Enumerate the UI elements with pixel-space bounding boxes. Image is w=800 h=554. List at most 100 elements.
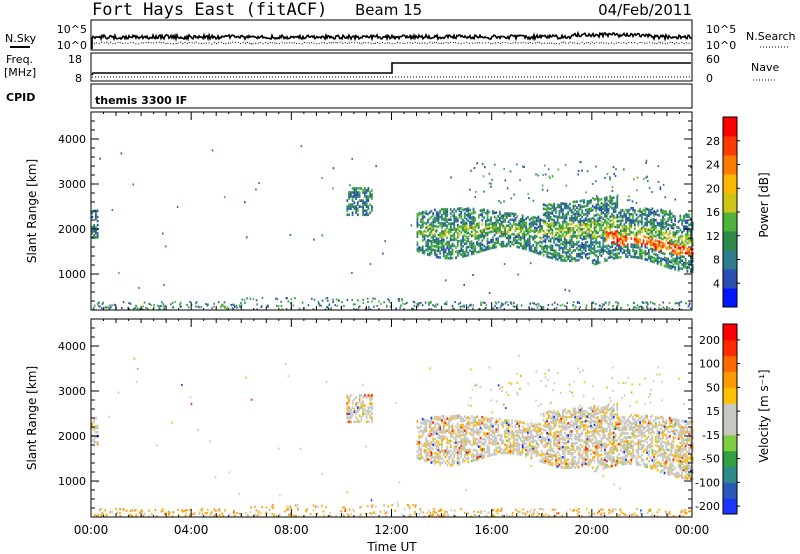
scatter-cell	[474, 217, 477, 220]
scatter-cell	[267, 305, 269, 308]
scatter-cell	[551, 244, 554, 248]
scatter-cell	[544, 437, 547, 440]
scatter-cell	[576, 236, 578, 240]
scatter-cell	[574, 450, 577, 453]
scatter-cell	[490, 222, 492, 226]
scatter-cell	[653, 246, 655, 250]
scatter-cell	[602, 249, 605, 253]
scatter-cell	[481, 442, 484, 445]
scatter-cell	[96, 233, 99, 237]
scatter-cell	[653, 214, 655, 217]
scatter-cell	[651, 217, 654, 221]
scatter-cell	[556, 243, 559, 247]
scatter-cell	[500, 214, 503, 218]
scatter-cell	[667, 265, 670, 269]
scatter-cell	[661, 209, 664, 212]
scatter-cell	[663, 222, 666, 225]
scatter-cell	[458, 428, 461, 432]
scatter-cell	[562, 423, 564, 427]
scatter-cell	[479, 452, 482, 456]
scatter-cell	[586, 232, 589, 236]
scatter-cell	[483, 449, 485, 453]
scatter-cell	[518, 422, 521, 426]
scatter-cell	[458, 450, 461, 454]
scatter-cell	[467, 426, 470, 430]
scatter-cell	[586, 210, 589, 213]
scatter-cell	[507, 425, 510, 428]
scatter-cell	[516, 430, 519, 433]
scatter-cell	[490, 220, 492, 224]
scatter-cell	[484, 424, 487, 428]
scatter-cell	[526, 451, 529, 454]
scatter-cell	[653, 459, 655, 463]
scatter-cell	[540, 227, 543, 230]
scatter-cell	[635, 213, 638, 217]
scatter-cell	[539, 439, 542, 443]
scatter-cell	[441, 431, 443, 434]
scatter-cell	[495, 420, 498, 423]
scatter-cell	[572, 413, 575, 417]
scatter-cell	[668, 302, 671, 305]
scatter-cell	[484, 441, 487, 444]
scatter-cell	[365, 197, 368, 200]
scatter-cell	[462, 423, 464, 427]
scatter-cell	[623, 212, 626, 216]
nsearch-tick-low: 10^0	[706, 39, 736, 52]
scatter-cell	[456, 440, 459, 444]
scatter-cell	[558, 414, 561, 418]
scatter-cell	[577, 300, 579, 303]
scatter-cell	[439, 211, 442, 215]
scatter-cell	[600, 224, 603, 227]
scatter-cell	[170, 303, 172, 306]
scatter-cell	[616, 256, 619, 260]
scatter-cell	[479, 418, 482, 422]
scatter-cell	[498, 448, 501, 451]
scatter-cell	[267, 304, 269, 307]
scatter-cell	[549, 211, 552, 215]
scatter-cell	[434, 218, 436, 222]
scatter-cell	[486, 444, 489, 448]
scatter-cell	[525, 229, 528, 233]
scatter-cell	[465, 240, 468, 243]
scatter-cell	[132, 307, 135, 310]
scatter-cell	[633, 235, 636, 239]
scatter-cell	[688, 260, 691, 263]
scatter-cell	[509, 443, 512, 447]
scatter-cell	[463, 220, 466, 223]
cpid-panel: CPID themis 3300 IF	[6, 83, 693, 109]
scatter-cell	[654, 253, 657, 256]
scatter-cell	[619, 231, 622, 235]
scatter-cell	[444, 234, 447, 238]
scatter-cell	[682, 245, 685, 249]
scatter-cell	[567, 212, 570, 216]
scatter-cell	[612, 403, 615, 406]
scatter-cell	[600, 197, 603, 201]
scatter-cell	[586, 220, 589, 224]
scatter-cell	[493, 227, 496, 231]
scatter-cell	[576, 441, 578, 445]
scatter-cell	[432, 304, 434, 307]
scatter-cell	[628, 233, 631, 236]
scatter-cell	[570, 462, 573, 466]
scatter-cell	[427, 212, 429, 216]
scatter-cell	[456, 463, 459, 466]
scatter-cell	[353, 189, 356, 192]
scatter-cell	[636, 176, 639, 179]
scatter-cell	[258, 182, 260, 185]
scatter-cell	[465, 250, 468, 253]
scatter-cell	[661, 219, 664, 223]
scatter-cell	[581, 231, 584, 235]
scatter-cell	[577, 447, 580, 451]
scatter-cell	[649, 456, 652, 460]
scatter-cell	[430, 250, 433, 253]
scatter-cell	[467, 306, 470, 309]
scatter-cell	[635, 307, 638, 310]
scatter-cell	[604, 456, 606, 460]
scatter-cell	[369, 195, 372, 198]
scatter-cell	[609, 434, 612, 438]
scatter-cell	[665, 224, 668, 228]
scatter-cell	[562, 441, 564, 445]
scatter-cell	[446, 230, 449, 234]
scatter-cell	[555, 227, 557, 231]
